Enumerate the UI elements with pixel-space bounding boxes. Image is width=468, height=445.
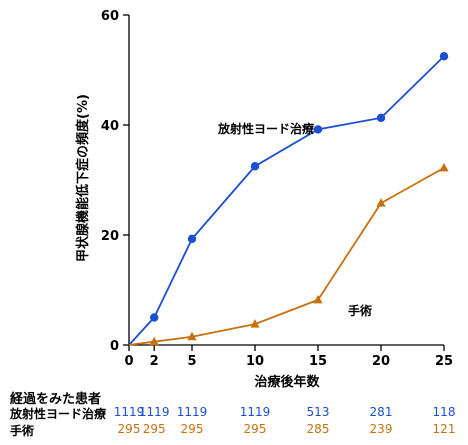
data-point <box>439 52 449 61</box>
series-label-radioiodine: 放射性ヨード治療 <box>217 121 314 136</box>
data-point <box>187 234 197 244</box>
risk-value: 121 <box>432 422 456 436</box>
risk-value: 295 <box>117 422 141 436</box>
y-tick-label: 60 <box>101 9 119 24</box>
series-layer <box>128 52 449 346</box>
x-tick-label: 2 <box>150 354 159 369</box>
risk-value: 281 <box>369 405 393 419</box>
risk-value: 295 <box>243 422 267 436</box>
data-point <box>250 319 260 328</box>
x-axis-title: 治療後年数 <box>254 374 320 390</box>
series-1 <box>128 52 449 346</box>
series-line <box>128 167 445 346</box>
y-tick-label: 0 <box>110 339 119 354</box>
data-point <box>250 162 260 171</box>
x-tick-label: 25 <box>435 354 453 369</box>
data-point <box>149 336 159 346</box>
risk-value: 1119 <box>138 405 170 419</box>
risk-value: 118 <box>432 405 456 419</box>
risk-value: 239 <box>369 422 393 436</box>
risk-value: 285 <box>306 422 330 436</box>
x-tick-label: 15 <box>309 354 327 369</box>
x-tick-label: 0 <box>124 354 133 369</box>
risk-value: 1119 <box>113 405 145 419</box>
series-label-surgery: 手術 <box>348 303 372 318</box>
data-point <box>187 331 197 341</box>
risk-row-label: 放射性ヨード治療 <box>10 407 107 421</box>
risk-value: 1119 <box>239 405 271 419</box>
x-tick-label: 5 <box>187 354 196 369</box>
series-line <box>128 55 445 346</box>
data-point <box>313 125 323 134</box>
y-tick-label: 20 <box>101 229 119 244</box>
y-tick-label: 40 <box>101 119 119 134</box>
risk-table-title: 経過をみた患者 <box>10 392 102 407</box>
data-point <box>376 198 386 207</box>
x-tick-label: 10 <box>246 354 264 369</box>
data-point <box>439 162 449 172</box>
data-point <box>150 313 159 322</box>
risk-value: 295 <box>142 422 166 436</box>
data-point <box>313 294 323 304</box>
series-2 <box>128 162 449 346</box>
risk-row-label: 手術 <box>10 424 35 438</box>
risk-value: 295 <box>180 422 204 436</box>
risk-value: 1119 <box>176 405 208 419</box>
x-tick-label: 20 <box>372 354 390 369</box>
data-point <box>376 113 386 123</box>
risk-value: 513 <box>306 405 330 419</box>
y-axis-title: 甲状腺機能低下症の頻度(%) <box>75 94 91 262</box>
